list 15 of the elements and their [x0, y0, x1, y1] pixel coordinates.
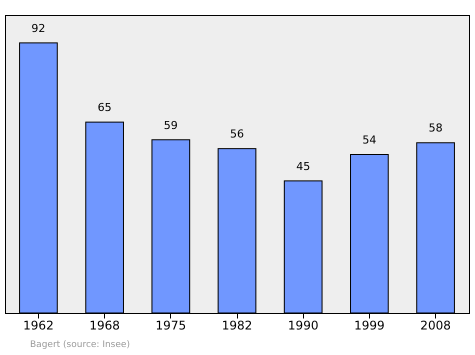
data-label: 65: [98, 101, 112, 114]
data-label: 92: [31, 22, 46, 35]
x-tick-label: 1962: [23, 318, 54, 332]
x-tick-label: 1968: [89, 318, 120, 332]
x-tick-label: 1982: [222, 318, 252, 332]
data-label: 54: [362, 133, 376, 146]
text: Bagert (source: Insee): [30, 340, 130, 350]
data-label: 45: [296, 160, 310, 173]
data-label: 58: [428, 122, 443, 135]
data-label: 56: [230, 128, 244, 141]
x-tick-label: 2008: [420, 318, 451, 332]
x-tick-label: 1990: [288, 318, 318, 332]
x-tick-label: 1975: [156, 318, 186, 332]
x-tick-label: 1999: [354, 318, 385, 332]
data-label: 59: [164, 118, 178, 132]
